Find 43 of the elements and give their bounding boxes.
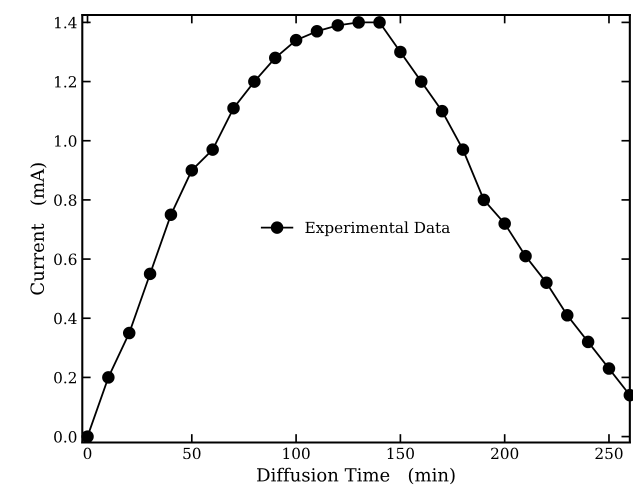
point <box>561 309 574 322</box>
y-tick-label: 0.8 <box>54 194 76 206</box>
point <box>206 143 219 156</box>
x-tick-label: 250 <box>595 448 623 460</box>
point <box>248 75 261 88</box>
x-tick-label: 150 <box>388 448 414 460</box>
point <box>144 268 156 280</box>
point <box>102 371 115 384</box>
point <box>436 104 448 118</box>
point <box>602 362 616 375</box>
point <box>394 46 407 58</box>
point <box>498 217 511 230</box>
y-axis-title: Current (mA) <box>30 163 47 295</box>
point <box>290 34 302 46</box>
point <box>122 326 136 340</box>
legend-label: Experimental Data <box>305 221 450 236</box>
point <box>332 19 344 32</box>
x-tick-label: 100 <box>283 448 310 460</box>
point <box>478 194 490 206</box>
x-tick-label: 200 <box>491 448 518 460</box>
point <box>373 16 386 29</box>
point <box>227 102 240 114</box>
x-axis-title: Diffusion Time (min) <box>257 468 455 484</box>
point <box>81 430 94 443</box>
point <box>186 164 198 177</box>
y-tick-label: 0.4 <box>54 312 77 324</box>
point <box>540 276 553 289</box>
point <box>352 16 365 29</box>
point <box>164 208 178 221</box>
point <box>582 336 594 348</box>
y-tick-label: 0.6 <box>54 254 76 266</box>
y-tick-label: 1.0 <box>54 135 76 147</box>
point <box>414 75 428 88</box>
x-tick-label: 50 <box>183 448 201 460</box>
x-tick-label: 0 <box>84 448 92 460</box>
y-tick-label: 1.4 <box>54 16 77 28</box>
point <box>519 250 532 262</box>
point <box>268 52 282 64</box>
y-tick-label: 1.2 <box>54 76 76 88</box>
point <box>310 25 324 38</box>
y-tick-label: 0.0 <box>54 431 76 443</box>
point <box>456 143 470 156</box>
y-tick-label: 0.2 <box>54 372 76 384</box>
